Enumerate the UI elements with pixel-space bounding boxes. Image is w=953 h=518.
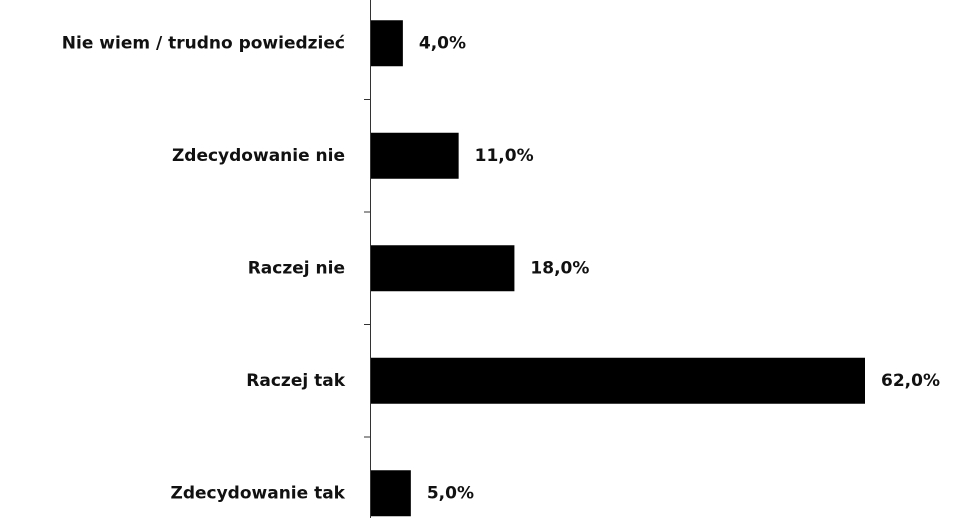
value-label: 11,0%	[475, 146, 534, 166]
value-label: 62,0%	[881, 371, 940, 391]
category-label: Raczej nie	[248, 258, 345, 278]
value-label: 18,0%	[530, 258, 589, 278]
bar	[371, 20, 403, 67]
bar	[371, 245, 515, 292]
category-label: Raczej tak	[246, 371, 345, 391]
value-label: 4,0%	[419, 33, 466, 53]
category-label: Nie wiem / trudno powiedzieć	[62, 33, 345, 53]
category-label: Zdecydowanie nie	[172, 146, 345, 166]
category-label: Zdecydowanie tak	[171, 483, 346, 503]
bar	[371, 357, 865, 404]
bar	[371, 470, 411, 517]
bar	[371, 132, 459, 179]
value-label: 5,0%	[427, 483, 474, 503]
